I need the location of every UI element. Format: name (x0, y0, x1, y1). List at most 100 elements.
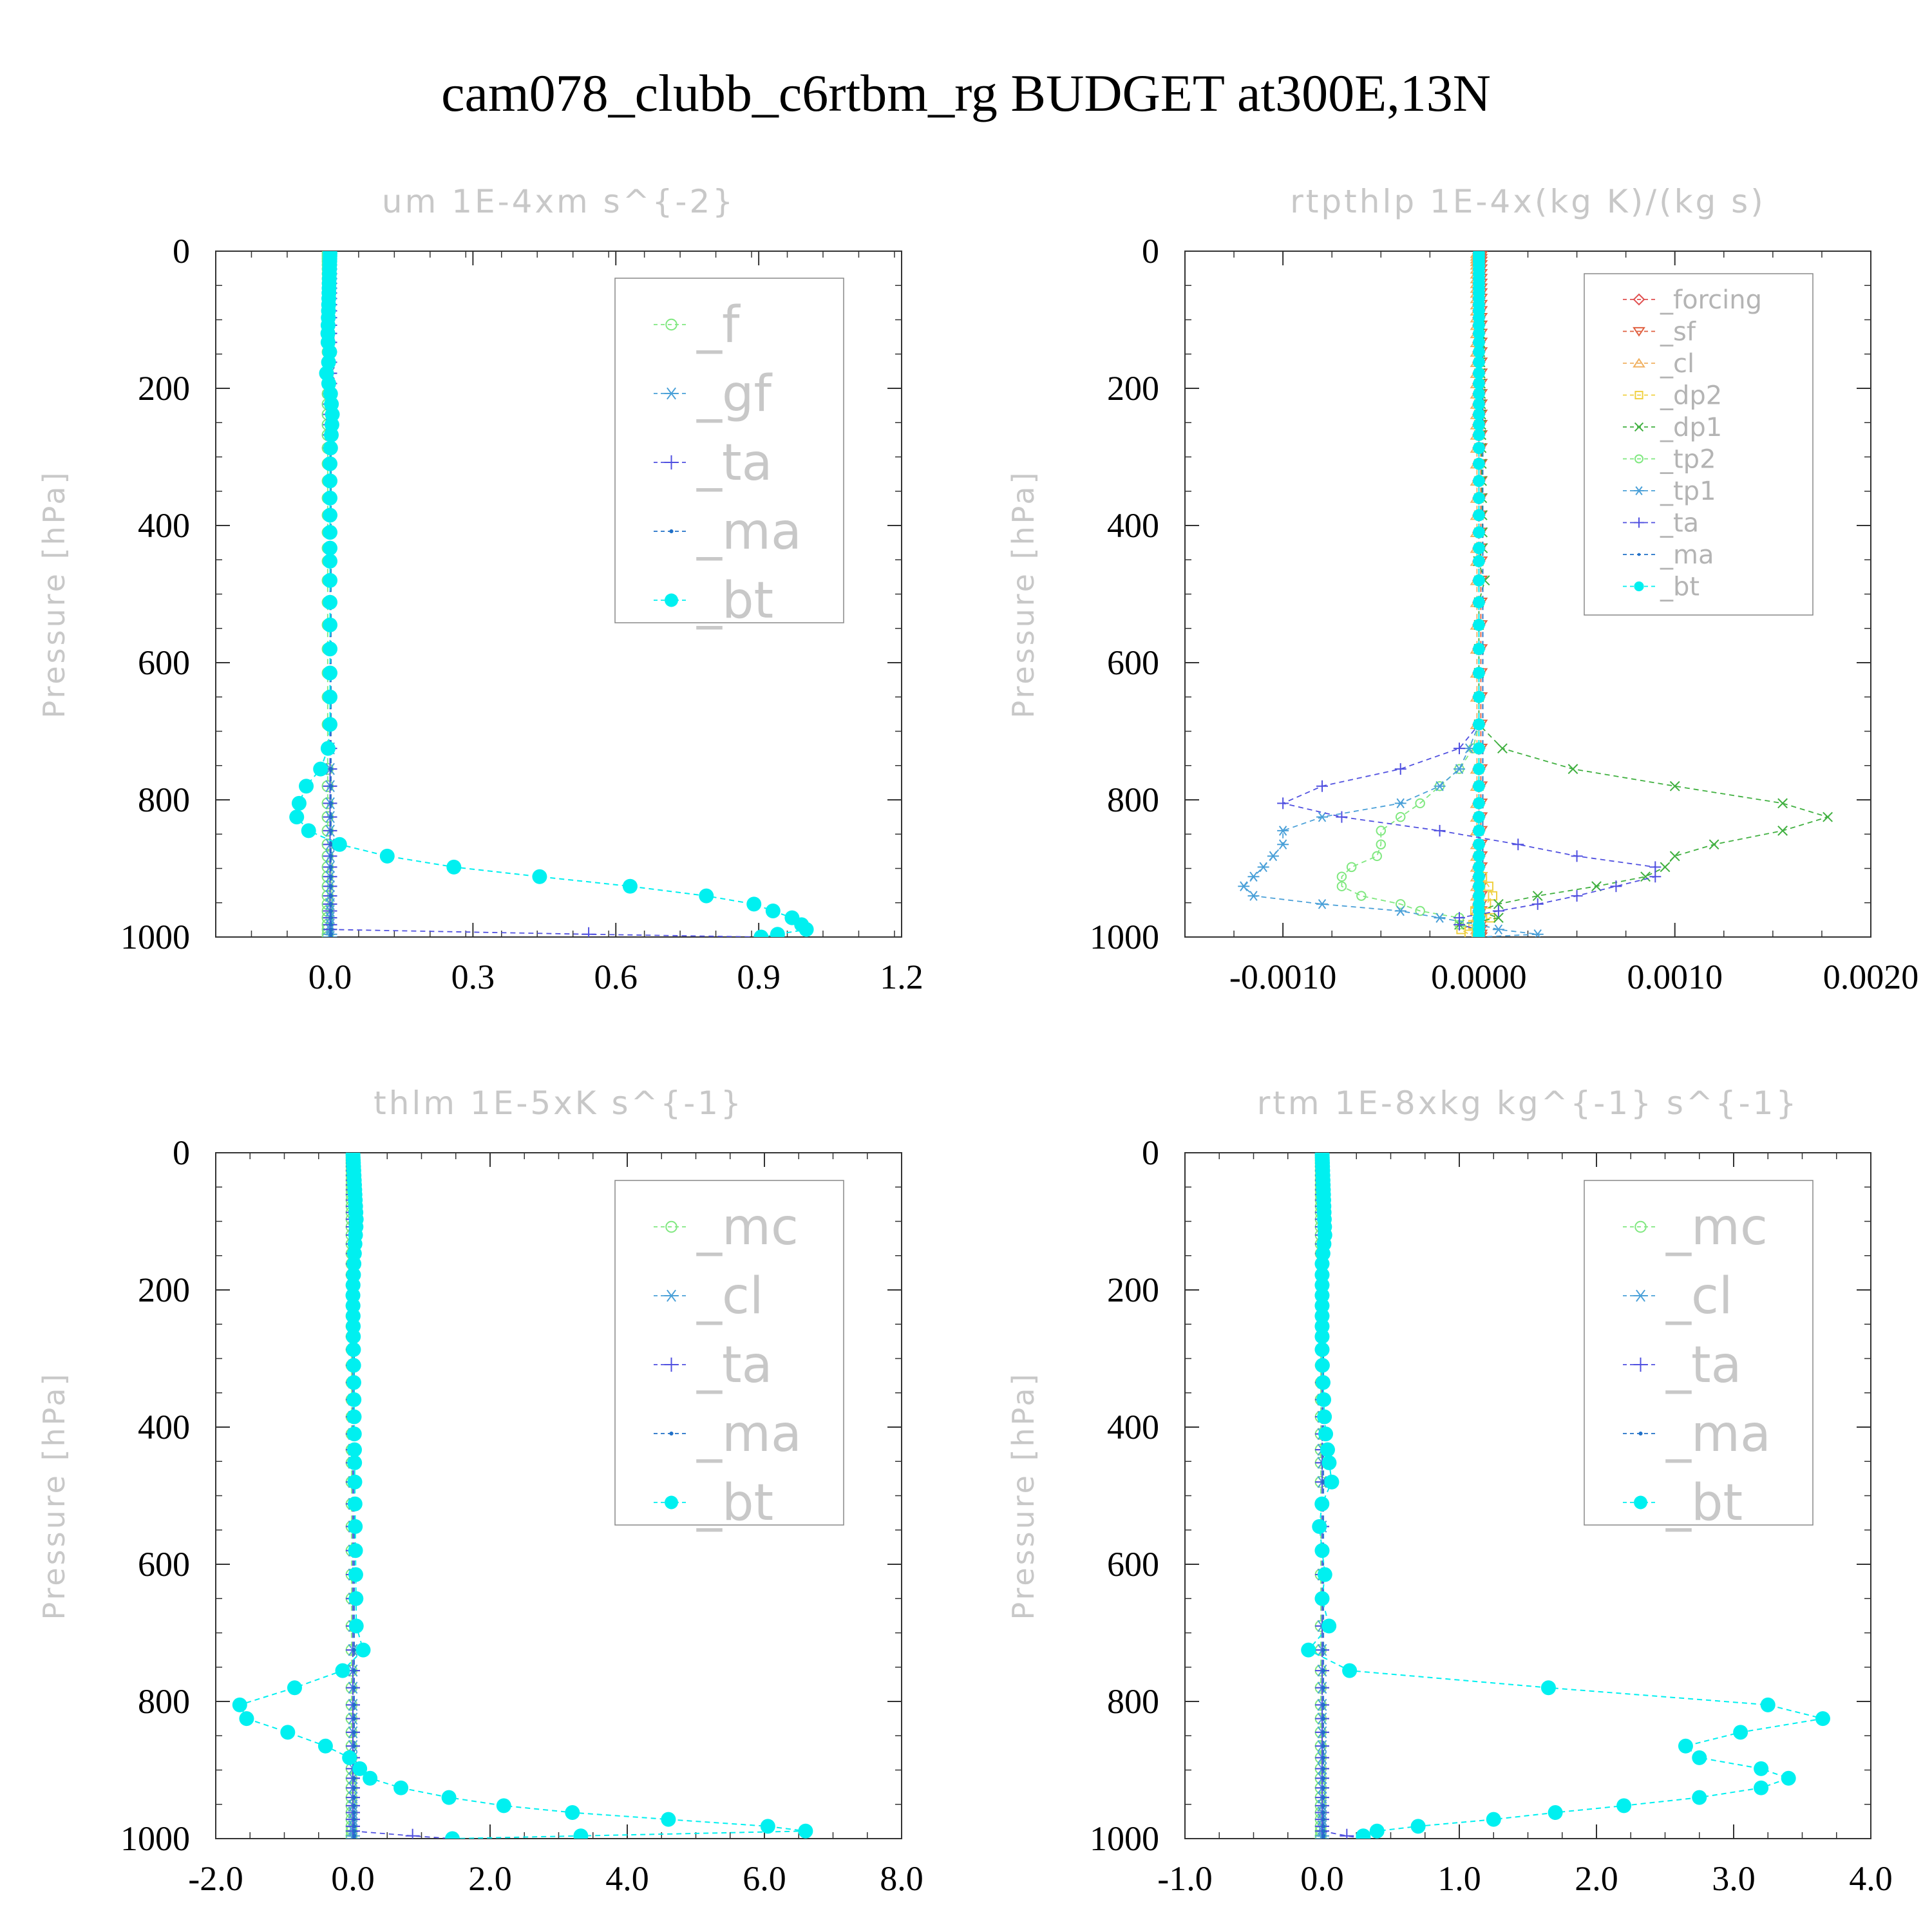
y-axis-label: Pressure [hPa] (37, 1372, 71, 1620)
data-point (346, 1342, 361, 1358)
legend-marker (664, 1358, 679, 1372)
data-point (1312, 1519, 1327, 1534)
data-point (1486, 1812, 1501, 1827)
legend-label: _cl (696, 1267, 764, 1325)
data-point (328, 927, 334, 932)
data-point (1454, 764, 1465, 774)
legend-label: _cl (1660, 349, 1694, 379)
data-point (1823, 811, 1833, 822)
x-tick-label: 8.0 (880, 1859, 923, 1898)
legend-marker (664, 455, 679, 469)
data-point (1415, 905, 1425, 916)
data-point (347, 1455, 363, 1470)
legend-item-ma: _ma (654, 503, 802, 561)
data-point (1317, 1567, 1332, 1582)
data-point (1314, 1358, 1330, 1373)
legend-label: _bt (696, 1474, 773, 1532)
data-point (1321, 1766, 1326, 1771)
x-tick-label: -2.0 (188, 1859, 243, 1898)
data-point (347, 1474, 363, 1490)
data-point (1531, 929, 1544, 937)
data-point (352, 1795, 357, 1800)
y-tick-label: 0 (1142, 1133, 1159, 1172)
data-point (1473, 870, 1485, 883)
chart-panel-3: thlm 1E-5xK s^{-1} Pressure [hPa] 0 200 400 6… (37, 1084, 923, 1898)
data-point (1321, 1803, 1326, 1808)
data-point (1372, 851, 1382, 862)
legend-item-forcing: _forcing (1623, 285, 1762, 315)
y-tick-label: 200 (138, 1271, 190, 1309)
legend-label: _tp1 (1660, 477, 1716, 506)
legend-marker (665, 1495, 678, 1510)
data-point (1321, 1786, 1326, 1790)
data-point (348, 1618, 364, 1634)
legend-label: _dp1 (1660, 413, 1722, 442)
legend-item-dp2: _dp2 (1623, 381, 1722, 411)
data-point (1415, 798, 1425, 809)
series-bt (232, 1153, 813, 1839)
data-point (346, 1442, 362, 1457)
data-point (1473, 762, 1485, 775)
data-point (1318, 1426, 1334, 1442)
y-tick-label: 200 (138, 369, 190, 408)
panel-title: thlm 1E-5xK s^{-1} (374, 1084, 744, 1122)
series-tp1 (1238, 251, 1544, 937)
data-point (1314, 1329, 1330, 1344)
data-point (323, 440, 338, 456)
data-point (346, 1256, 362, 1272)
legend-label: _bt (1660, 573, 1700, 602)
data-point (1321, 1829, 1326, 1833)
data-point (1781, 1770, 1796, 1786)
data-point (1473, 643, 1485, 656)
data-point (699, 888, 714, 904)
data-point (1267, 851, 1279, 862)
y-tick-label: 800 (1107, 1682, 1159, 1721)
y-tick-label: 400 (1107, 506, 1159, 545)
data-point (352, 1833, 357, 1838)
data-point (1342, 1663, 1358, 1678)
y-axis-label: Pressure [hPa] (1006, 1372, 1041, 1620)
legend-marker (1638, 1431, 1643, 1436)
data-point (1376, 839, 1387, 849)
data-point (346, 1329, 361, 1344)
y-tick-label: 800 (138, 1682, 190, 1721)
y-tick-label: 600 (1107, 643, 1159, 682)
data-point (1473, 336, 1485, 349)
data-point (323, 473, 337, 489)
x-tick-label: 0.0 (308, 958, 352, 996)
plot-area (1301, 1153, 1830, 1839)
data-point (1324, 1474, 1340, 1490)
data-point (323, 665, 337, 681)
data-point (1257, 862, 1269, 873)
data-point (1492, 924, 1504, 935)
data-point (444, 1831, 460, 1839)
legend-marker (1633, 327, 1645, 337)
x-tick-label: 3.0 (1712, 1859, 1756, 1898)
y-tick-label: 800 (138, 781, 190, 819)
data-point (342, 1750, 357, 1765)
data-point (1321, 1776, 1326, 1781)
data-point (328, 828, 334, 833)
y-tick-label: 1000 (1090, 1819, 1159, 1858)
data-point (352, 1803, 357, 1808)
data-point (1434, 781, 1446, 791)
data-point (496, 1798, 511, 1814)
data-point (441, 1790, 457, 1805)
legend-item-ma: _ma (654, 1405, 802, 1463)
data-point (1301, 1642, 1316, 1658)
data-point (348, 1543, 363, 1558)
data-point (328, 854, 334, 858)
data-point (1321, 1685, 1326, 1690)
data-point (1321, 1795, 1326, 1800)
legend-label: _ma (1660, 540, 1714, 570)
legend-marker (664, 387, 679, 400)
legend-marker (1634, 581, 1644, 592)
plot-area (232, 1153, 813, 1839)
data-point (1473, 509, 1485, 522)
data-point (323, 456, 337, 471)
y-tick-label: 600 (1107, 1545, 1159, 1584)
data-point (348, 1591, 364, 1606)
data-point (1532, 891, 1543, 902)
data-point (1492, 905, 1504, 917)
data-point (1493, 898, 1504, 909)
